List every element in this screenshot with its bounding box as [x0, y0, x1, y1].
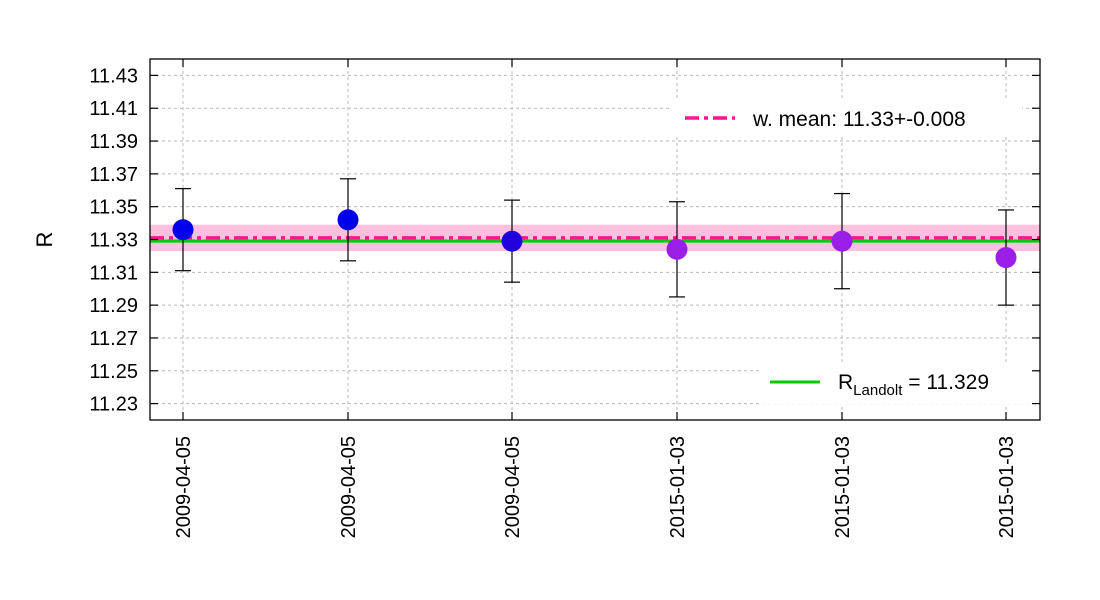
data-point-group [995, 209, 1017, 306]
y-tick-label: 11.23 [89, 394, 138, 416]
y-tick-label: 11.39 [89, 131, 138, 153]
data-point [337, 209, 359, 231]
data-point [501, 230, 523, 252]
legend-mean-label: w. mean: 11.33+-0.008 [752, 108, 966, 131]
y-tick-label: 11.33 [89, 230, 138, 252]
data-point-group [337, 178, 359, 262]
x-tick-label: 2015-01-03 [832, 436, 854, 538]
x-tick-label: 2015-01-03 [996, 436, 1018, 538]
data-point [172, 219, 194, 241]
data-point-layer [172, 178, 1017, 306]
x-tick-label: 2009-04-05 [338, 436, 360, 538]
y-axis-label: R [32, 232, 57, 248]
data-point-group [172, 188, 194, 272]
data-point [995, 247, 1017, 269]
y-tick-label: 11.37 [89, 164, 138, 186]
data-point [666, 238, 688, 260]
x-tick-label: 2015-01-03 [667, 436, 689, 538]
y-tick-layer: 11.23 11.25 11.27 11.29 11.31 11.33 11.35 11.37… [89, 65, 1040, 416]
y-tick-label: 11.35 [89, 197, 138, 219]
legend-reference-label: RLandolt = 11.329 [838, 371, 989, 399]
x-tick-layer: 2009-04-05 2009-04-05 2009-04-05 2015-01-03… [173, 59, 1018, 538]
legend-reference-main: R [838, 371, 853, 394]
data-point [831, 230, 853, 252]
reference-line-layer [150, 236, 1040, 243]
data-point-group [666, 201, 688, 298]
legend-mean-background [672, 99, 1022, 137]
legend-reference-value: = 11.329 [902, 371, 989, 394]
y-tick-label: 11.41 [89, 98, 138, 120]
legend-reference-subscript: Landolt [853, 382, 903, 399]
y-tick-label: 11.43 [89, 65, 138, 87]
data-point-group [831, 192, 853, 290]
x-tick-label: 2009-04-05 [502, 436, 524, 538]
y-tick-label: 11.29 [89, 295, 138, 317]
data-point-group [501, 199, 523, 283]
y-tick-label: 11.25 [89, 361, 138, 383]
x-tick-label: 2009-04-05 [173, 436, 195, 538]
y-tick-label: 11.27 [89, 328, 138, 350]
y-tick-label: 11.31 [89, 262, 138, 284]
